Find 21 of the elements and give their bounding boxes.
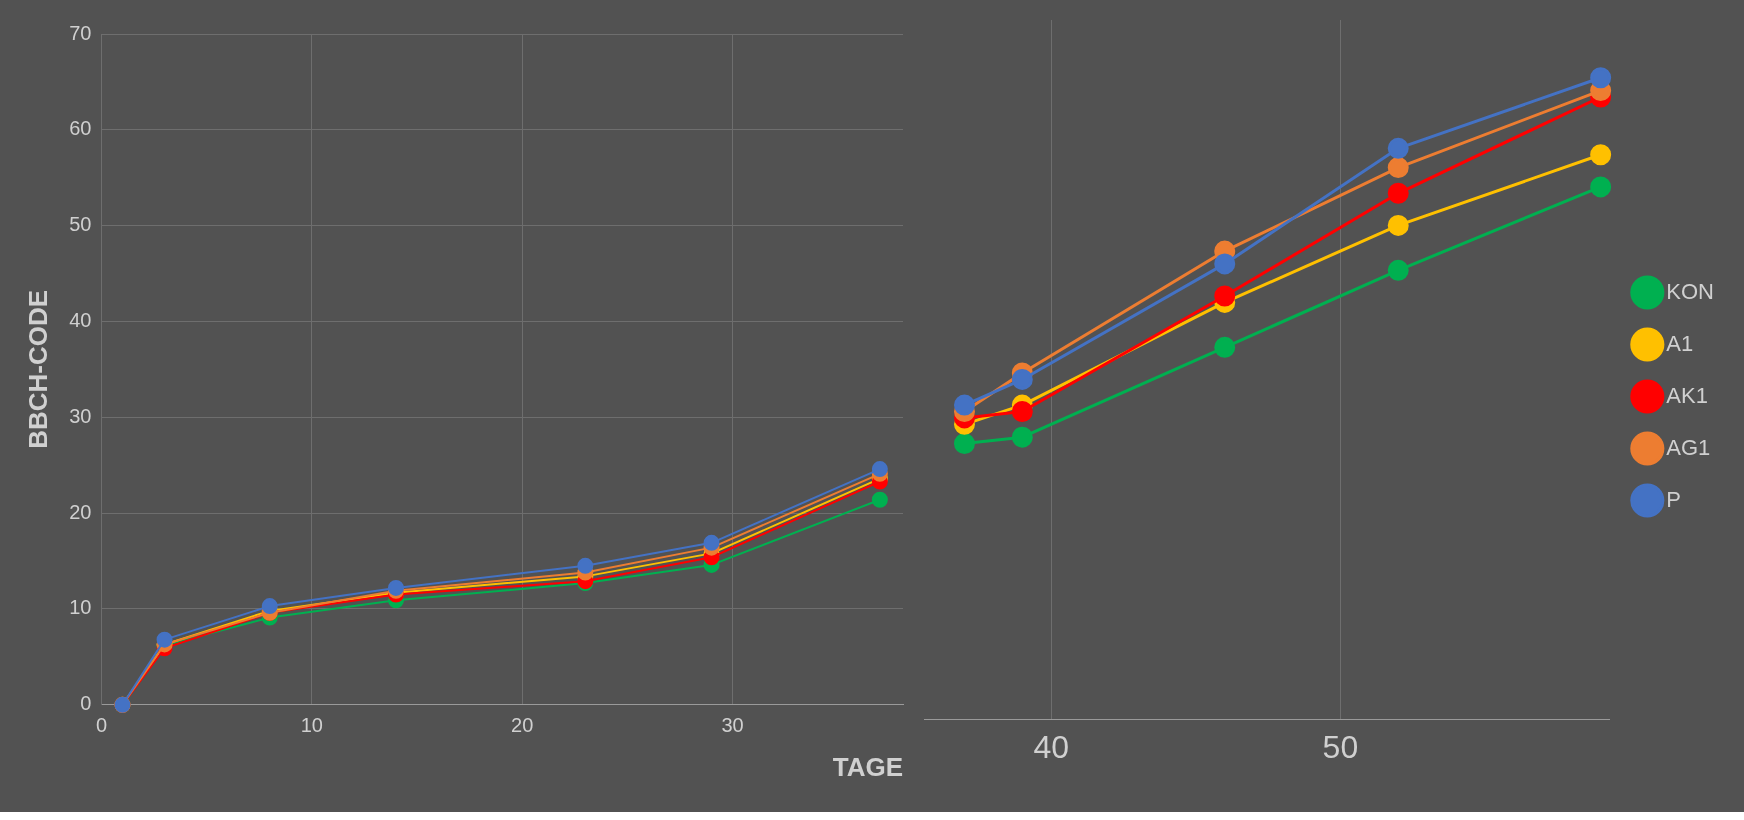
y-tick-label: 0 — [80, 692, 92, 715]
legend-label: AG1 — [1666, 434, 1711, 460]
y-tick-label: 50 — [69, 213, 92, 236]
legend-label: KON — [1666, 278, 1715, 304]
legend-label: AK1 — [1666, 382, 1708, 408]
legend-label: P — [1666, 486, 1682, 512]
y-tick-label: 30 — [69, 404, 92, 427]
y-axis-title: BBCH-CODE — [22, 289, 53, 449]
x-tick-label: 0 — [95, 714, 108, 737]
x-tick-label: 40 — [1033, 728, 1070, 765]
x-tick-label: 50 — [1322, 728, 1359, 765]
y-tick-label: 40 — [69, 309, 92, 331]
y-tick-label: 60 — [69, 117, 92, 140]
x-axis-title: TAGE — [832, 751, 903, 782]
y-tick-label: 20 — [69, 500, 92, 523]
x-tick-label: 20 — [511, 714, 534, 737]
y-tick-label: 70 — [69, 21, 92, 44]
y-tick-label: 10 — [69, 596, 92, 619]
x-tick-label: 10 — [300, 714, 323, 737]
x-tick-label: 30 — [721, 714, 744, 737]
legend-label: A1 — [1666, 330, 1694, 356]
